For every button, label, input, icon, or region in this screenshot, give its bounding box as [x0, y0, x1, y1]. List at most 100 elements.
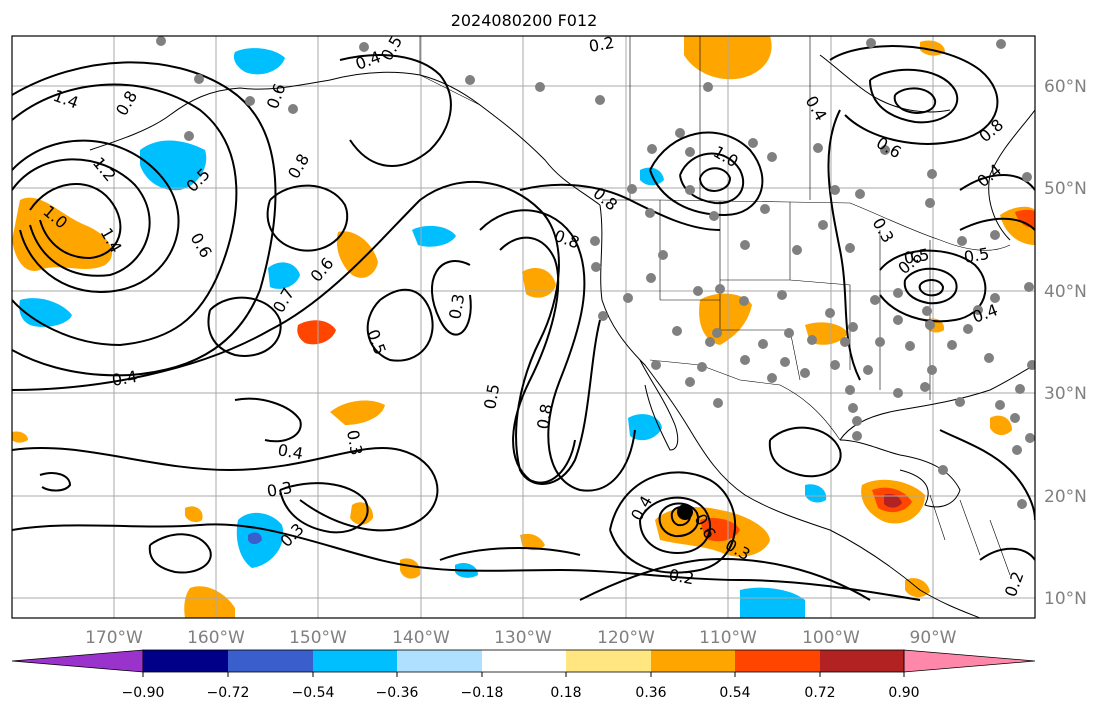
- colorbar-segment: [482, 650, 566, 672]
- contour-line: [699, 167, 732, 192]
- us-gulf-coast: [839, 364, 1035, 441]
- contour-line: [339, 54, 452, 167]
- anomaly-region-small-orange-7: [520, 533, 545, 551]
- latitude-label: 50°N: [1044, 179, 1087, 199]
- station-dot: [927, 365, 937, 375]
- station-dot: [703, 82, 713, 92]
- station-dot: [996, 39, 1006, 49]
- contour-line: [479, 209, 636, 492]
- station-dot: [830, 185, 840, 195]
- station-dots: [156, 36, 1035, 509]
- station-dot: [595, 95, 605, 105]
- station-dot: [845, 385, 855, 395]
- colorbar-tick-labels: −0.90 −0.72 −0.54 −0.36 −0.18 0.18 0.36 …: [122, 685, 920, 701]
- contour-line: [829, 45, 999, 145]
- central-america-borders: [929, 494, 1011, 576]
- colorbar-outline: [142, 649, 905, 673]
- station-dot: [740, 240, 750, 250]
- station-dot: [830, 360, 840, 370]
- longitude-labels: 170°W 160°W 150°W 140°W 130°W 120°W 110°…: [85, 628, 957, 648]
- station-dot: [893, 288, 903, 298]
- station-dot: [1025, 433, 1035, 443]
- anomaly-region-cyan-mid: [268, 262, 300, 289]
- anomaly-region-small-orange-3: [185, 506, 203, 523]
- station-dot: [709, 211, 719, 221]
- anomaly-region-bering-cyan: [140, 140, 207, 191]
- station-dot: [855, 189, 865, 199]
- colorbar-segment: [820, 650, 904, 672]
- anomaly-region-mid-orange: [336, 231, 378, 278]
- colorbar: −0.90 −0.72 −0.54 −0.36 −0.18 0.18 0.36 …: [11, 649, 1036, 701]
- baja-peninsula: [639, 359, 679, 451]
- station-dot: [780, 357, 790, 367]
- anomaly-region-pacific-south-blue: [248, 532, 262, 545]
- contour-label: 0.5: [962, 244, 990, 267]
- us-canada-border: [602, 199, 1011, 251]
- contour-line: [266, 184, 349, 252]
- contour-line: [207, 296, 282, 357]
- colorbar-segment: [566, 650, 651, 672]
- longitude-label: 110°W: [699, 628, 757, 648]
- station-dot: [925, 320, 935, 330]
- contour-line: [893, 87, 937, 114]
- station-dot: [194, 74, 204, 84]
- station-dot: [984, 353, 994, 363]
- station-dot: [920, 382, 930, 392]
- colorbar-segment: [313, 650, 397, 672]
- contour-line: [658, 502, 700, 538]
- map-frame-border: [11, 35, 1036, 619]
- anomaly-region-small-orange-2: [400, 558, 421, 579]
- longitude-label: 160°W: [187, 628, 245, 648]
- latitude-label: 20°N: [1044, 487, 1087, 507]
- station-dot: [863, 365, 873, 375]
- station-dot: [591, 262, 601, 272]
- colorbar-extend-left: [11, 649, 144, 673]
- station-dot: [927, 169, 937, 179]
- contour-line: [519, 183, 721, 231]
- political-borders: [419, 36, 1011, 576]
- contour-label: 0.8: [533, 402, 556, 430]
- station-dot: [800, 368, 810, 378]
- contour-line: [649, 131, 764, 217]
- contour-line: [869, 68, 959, 124]
- latitude-label: 30°N: [1044, 384, 1087, 404]
- station-dot: [359, 42, 369, 52]
- colorbar-tick-label: −0.54: [292, 685, 335, 701]
- contour-line: [918, 279, 945, 297]
- station-dot: [156, 36, 166, 46]
- north-america-west-coast: [599, 204, 981, 618]
- colorbar-tick-label: 0.18: [550, 685, 581, 701]
- anomaly-region-small-orange-6: [12, 431, 28, 443]
- colorbar-tick-label: −0.90: [122, 685, 165, 701]
- contour-line: [12, 83, 238, 347]
- station-dot: [685, 185, 695, 195]
- contour-label: 0.4: [276, 440, 304, 463]
- canada-east-coast: [988, 109, 1035, 241]
- contour-line: [439, 547, 581, 561]
- station-dot: [1017, 499, 1027, 509]
- colorbar-tick-label: 0.72: [804, 685, 835, 701]
- latitude-label: 40°N: [1044, 282, 1087, 302]
- anomaly-region-cyan-north: [233, 48, 285, 75]
- station-dot: [645, 208, 655, 218]
- contour-label: 0.5: [480, 382, 503, 410]
- anomaly-region-gulf-darkred: [884, 493, 902, 508]
- station-dot: [697, 362, 707, 372]
- station-dot: [990, 230, 1000, 240]
- contour-line: [879, 249, 987, 323]
- station-dot: [767, 152, 777, 162]
- station-dot: [852, 431, 862, 441]
- contour-label: 0.3: [445, 292, 468, 320]
- coastlines: [89, 54, 1035, 618]
- contour-line: [12, 180, 601, 485]
- colorbar-tick-label: −0.18: [461, 685, 504, 701]
- latitude-labels: 60°N 50°N 40°N 30°N 20°N 10°N: [1044, 77, 1087, 609]
- station-dot: [740, 355, 750, 365]
- station-dot: [647, 144, 657, 154]
- station-dot: [590, 236, 600, 246]
- colorbar-segment: [651, 650, 735, 672]
- anomaly-region-south-cyan: [740, 587, 805, 618]
- station-dot: [465, 75, 475, 85]
- contour-line: [979, 547, 1035, 561]
- station-dot: [627, 184, 637, 194]
